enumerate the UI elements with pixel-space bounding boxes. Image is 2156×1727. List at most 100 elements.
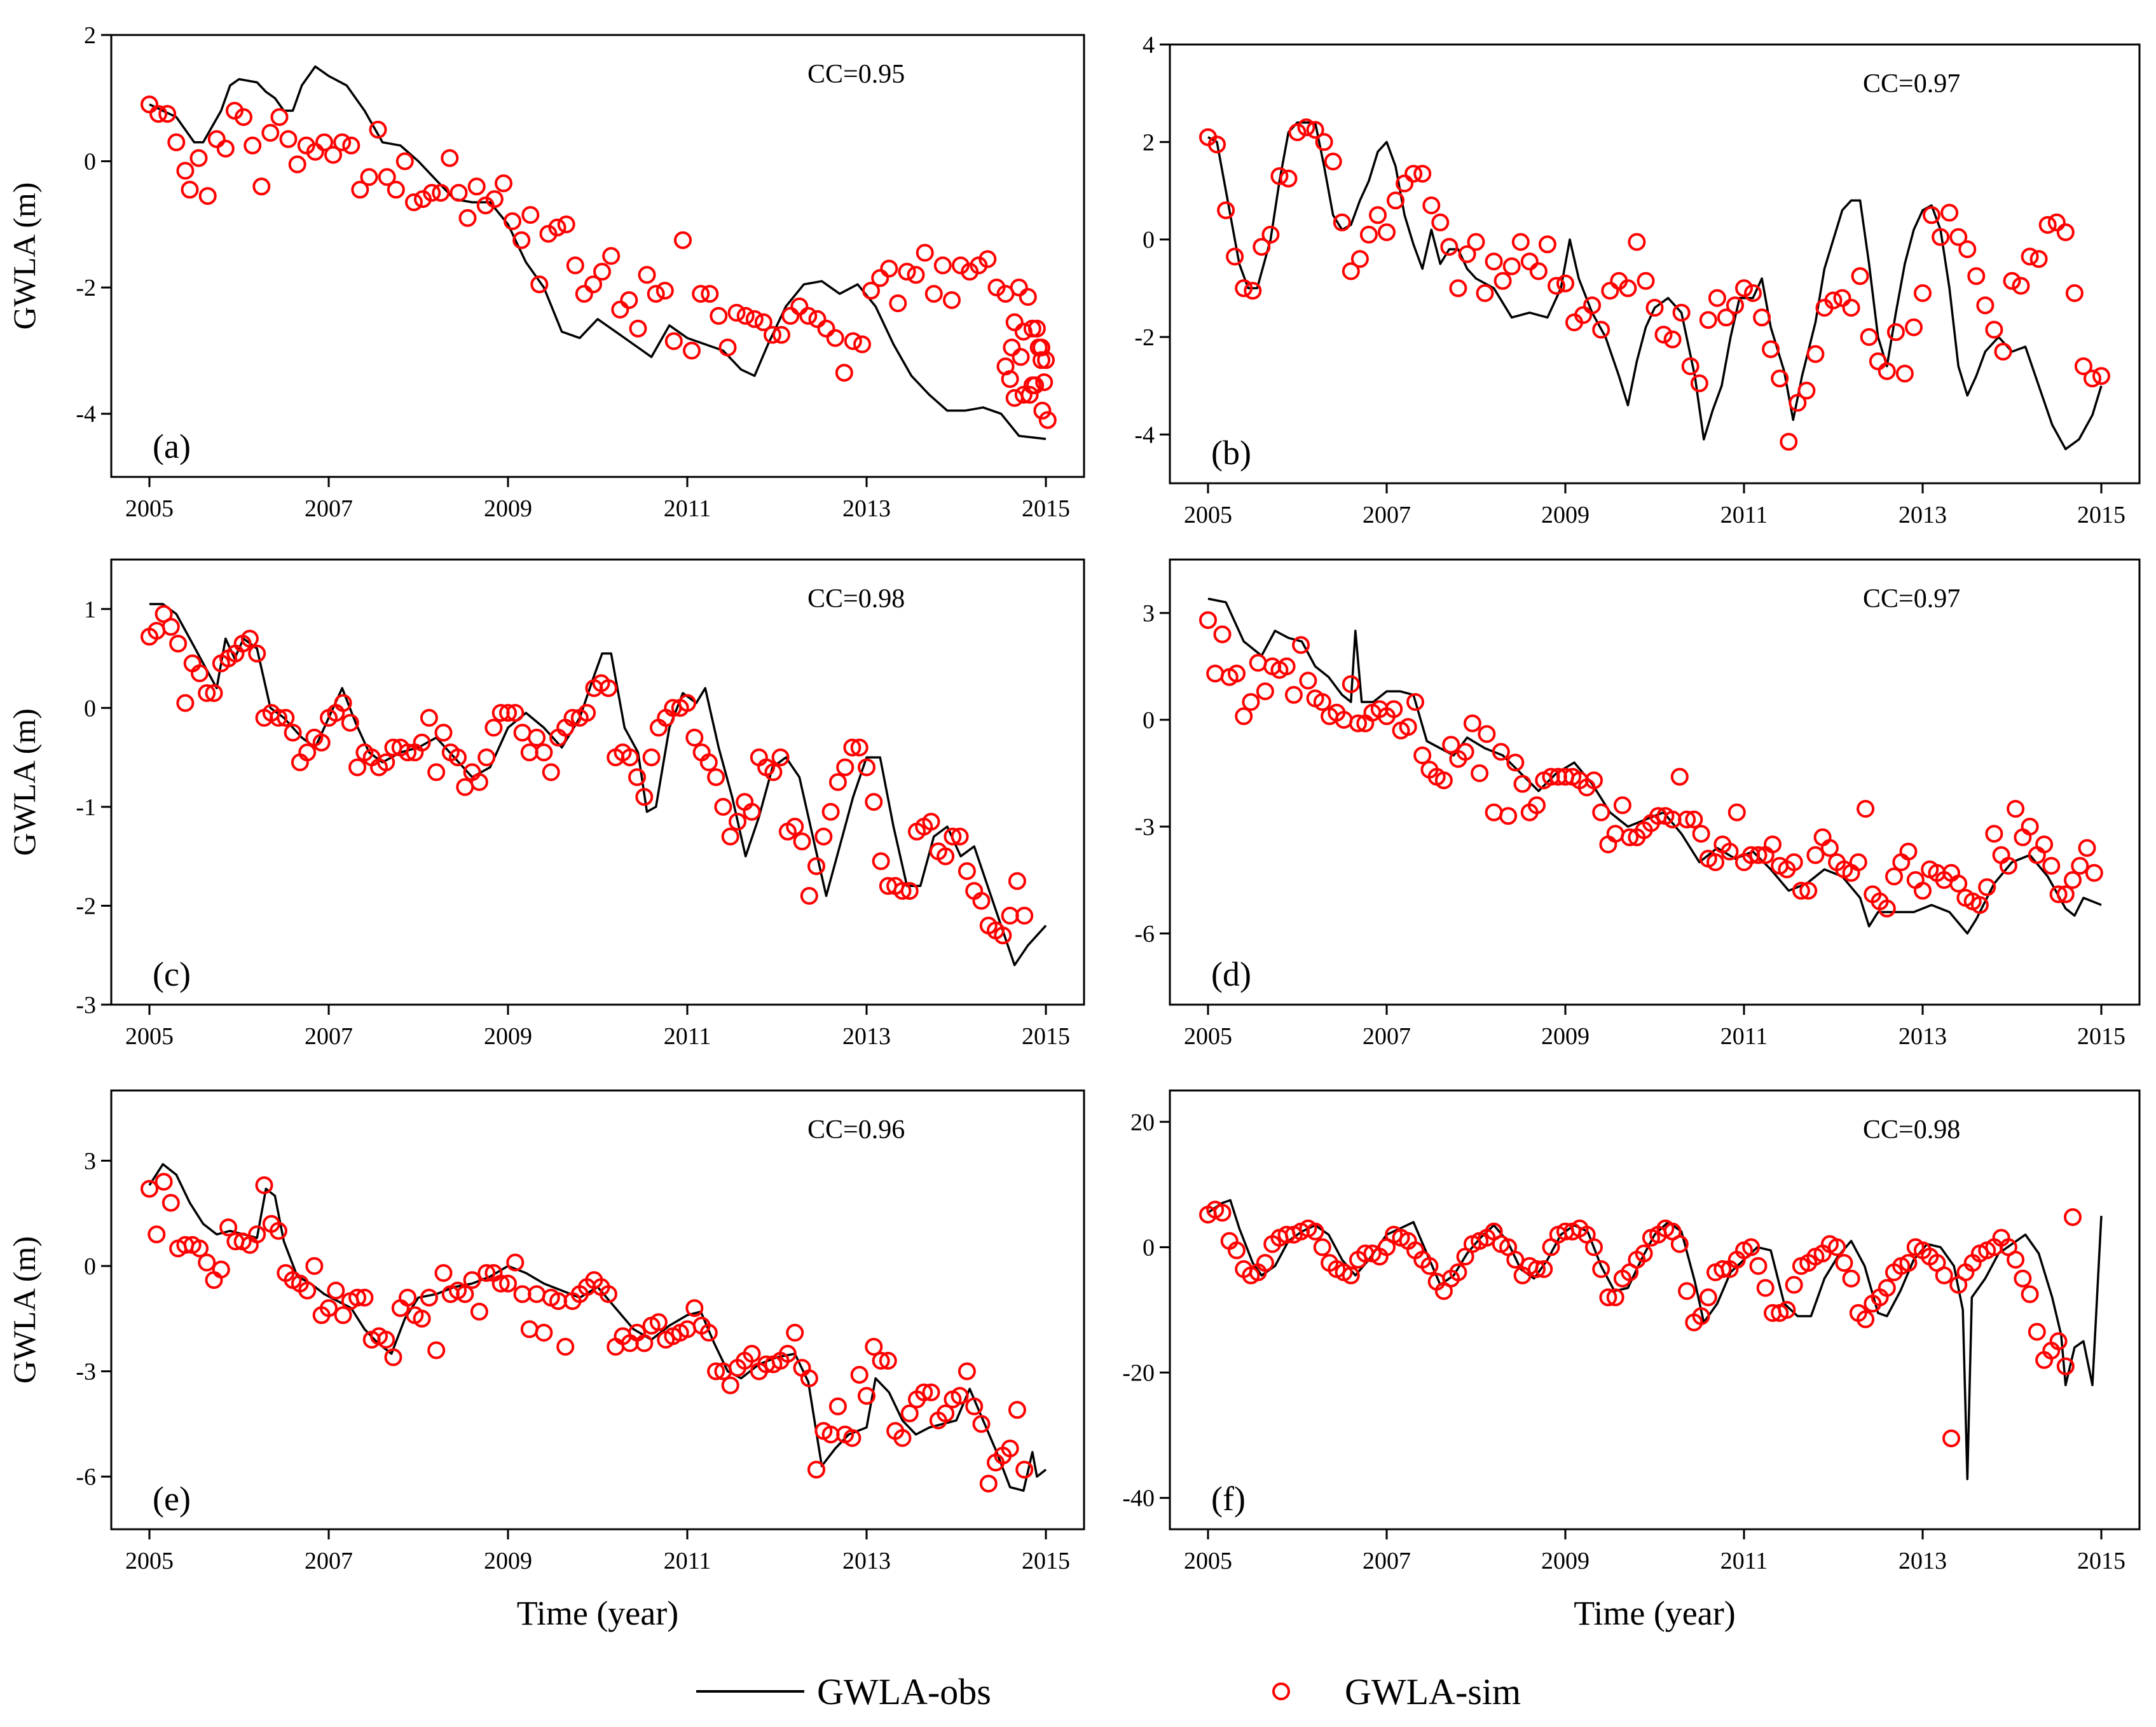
x-tick-label: 2005 — [125, 1548, 174, 1574]
sim-point — [1869, 352, 1887, 371]
y-tick-label: 3 — [1143, 600, 1155, 627]
panel-label: (e) — [153, 1480, 191, 1518]
sim-point — [922, 1383, 940, 1401]
sim-point — [1413, 165, 1432, 183]
sim-point — [599, 1285, 617, 1304]
y-axis-label: GWLA (m) — [6, 708, 42, 856]
sim-point — [535, 1323, 553, 1342]
sim-point — [1529, 262, 1548, 280]
sim-point — [1279, 169, 1298, 188]
sim-point — [277, 708, 295, 727]
sim-point — [1528, 1260, 1546, 1278]
plot-frame — [1169, 1089, 2141, 1531]
y-tick-label: 4 — [1143, 32, 1155, 58]
sim-point — [1485, 803, 1503, 822]
sim-point — [1583, 296, 1602, 315]
sim-point — [858, 758, 875, 776]
sim-point — [718, 338, 737, 357]
sim-point — [575, 285, 593, 303]
sim-point — [1849, 853, 1867, 871]
legend-obs-label: GWLA-obs — [817, 1671, 991, 1712]
sim-point — [1001, 907, 1019, 925]
sim-point — [1235, 707, 1253, 726]
sim-point — [499, 704, 517, 722]
sim-point — [2021, 1285, 2039, 1304]
sim-point — [248, 644, 266, 663]
sim-point — [1277, 657, 1296, 675]
plot-frame — [110, 558, 1085, 1006]
x-axis-label: Time (year) — [1574, 1594, 1735, 1632]
sim-point — [1270, 167, 1289, 185]
sim-point — [692, 285, 710, 303]
sim-point — [1342, 262, 1360, 280]
sim-point — [1785, 853, 1803, 871]
sim-point — [879, 1352, 897, 1370]
x-tick-label: 2005 — [1184, 1548, 1232, 1574]
sim-point — [1799, 881, 1818, 900]
sim-point — [161, 617, 180, 636]
sim-point — [2056, 885, 2075, 904]
sim-point — [288, 155, 306, 174]
sim-point — [2021, 247, 2039, 266]
sim-point — [504, 212, 521, 230]
sim-point — [1406, 693, 1424, 711]
sim-point — [621, 748, 639, 767]
sim-point — [1493, 272, 1512, 290]
sim-point — [958, 862, 976, 880]
y-tick-label: 0 — [84, 1253, 96, 1280]
sim-point — [270, 708, 287, 727]
sim-point — [1842, 1269, 1860, 1288]
sim-point — [1742, 1238, 1761, 1256]
sim-point — [611, 300, 629, 319]
y-axis-label: GWLA (m) — [6, 1236, 42, 1384]
sim-point — [937, 1404, 955, 1422]
sim-point — [1670, 767, 1689, 786]
sim-point — [1019, 288, 1037, 306]
sim-point — [556, 1338, 575, 1356]
sim-point — [1513, 774, 1532, 793]
sim-point — [348, 1288, 367, 1307]
sim-point — [1899, 1254, 1918, 1272]
sim-point — [320, 1299, 338, 1318]
sim-point — [1350, 250, 1369, 268]
sim-point — [1820, 839, 1839, 857]
sim-point — [176, 162, 195, 180]
sim-point — [333, 133, 352, 151]
legend-sim-marker — [1272, 1682, 1290, 1700]
sim-point — [843, 738, 862, 757]
sim-point — [2021, 818, 2039, 836]
sim-point — [2092, 367, 2110, 385]
sim-point — [1708, 289, 1726, 307]
sim-point — [2035, 836, 2054, 853]
sim-point — [423, 184, 441, 202]
sim-point — [528, 1285, 546, 1304]
sim-point — [1033, 401, 1052, 420]
sim-point — [915, 1383, 933, 1401]
sim-point — [1413, 747, 1432, 764]
x-tick-label: 2011 — [664, 495, 711, 522]
sim-point — [1720, 843, 1739, 861]
sim-point — [434, 1264, 453, 1282]
sim-point — [378, 168, 396, 186]
sim-point — [405, 193, 423, 212]
sim-point — [191, 664, 209, 682]
panel-e: 2005 2007 2009 2011 2013 2015 -6 -3 0 3 GWLA (m) Ti… — [6, 1089, 1085, 1632]
y-tick-label: 1 — [84, 596, 96, 623]
sim-point — [889, 294, 907, 312]
sim-point — [1699, 1288, 1717, 1307]
y-tick-label: -3 — [1134, 814, 1155, 841]
sim-point — [1592, 803, 1610, 822]
x-tick-label: 2007 — [1363, 1023, 1411, 1050]
sim-point — [714, 797, 732, 816]
sim-point — [557, 215, 575, 233]
x-tick-label: 2009 — [484, 1023, 532, 1050]
correlation-label: CC=0.98 — [1863, 1115, 1960, 1145]
sim-point — [1789, 394, 1807, 412]
sim-point — [1606, 1288, 1624, 1307]
y-tick-label: -2 — [76, 893, 96, 919]
sim-point — [1349, 714, 1367, 733]
sim-point — [620, 291, 638, 309]
sim-point — [1672, 303, 1691, 322]
x-tick-label: 2013 — [1899, 1023, 1947, 1050]
